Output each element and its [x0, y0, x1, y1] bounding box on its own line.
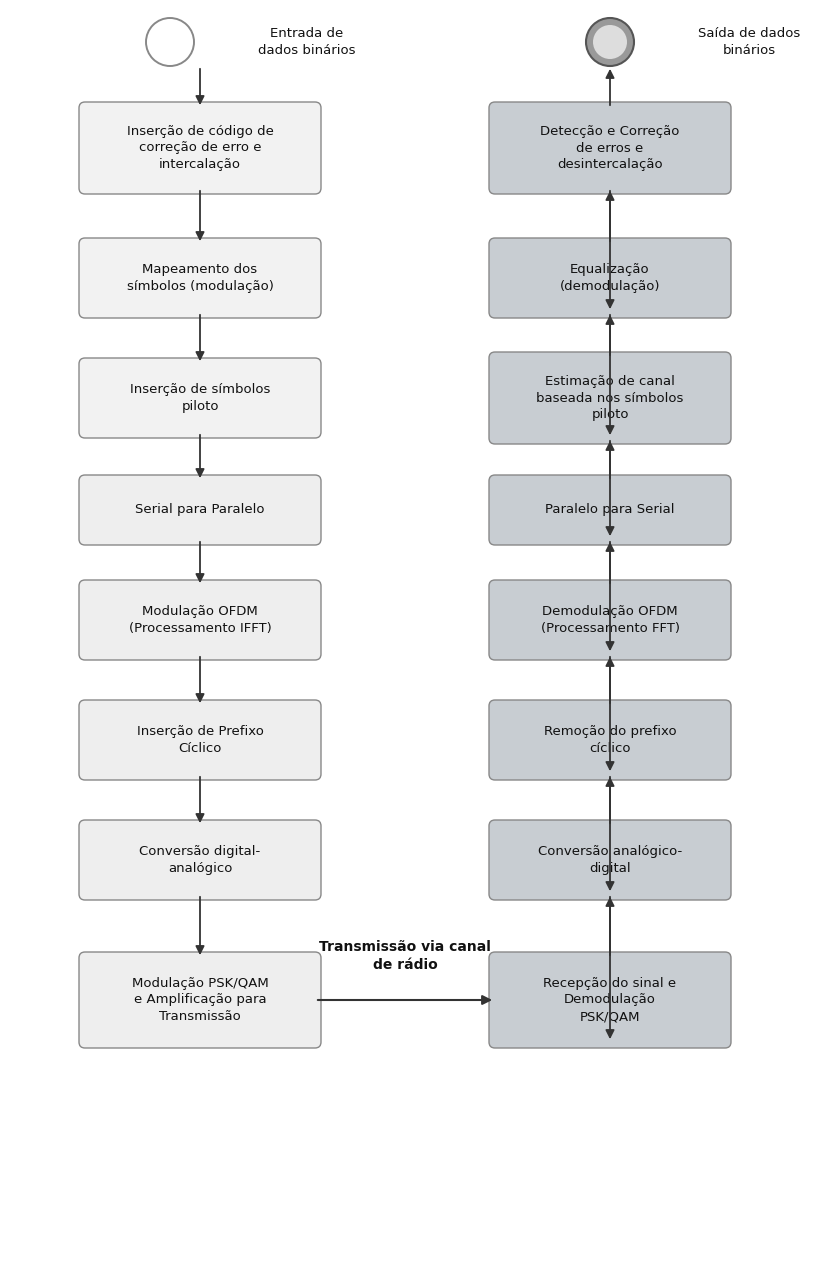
Circle shape — [586, 18, 634, 66]
FancyBboxPatch shape — [79, 102, 321, 194]
FancyBboxPatch shape — [489, 238, 731, 318]
FancyBboxPatch shape — [489, 102, 731, 194]
FancyBboxPatch shape — [79, 580, 321, 660]
Text: Saída de dados
binários: Saída de dados binários — [698, 28, 800, 57]
Text: Mapeamento dos
símbolos (modulação): Mapeamento dos símbolos (modulação) — [127, 264, 273, 293]
Text: Remoção do prefixo
cíclico: Remoção do prefixo cíclico — [544, 725, 676, 755]
Circle shape — [146, 18, 194, 66]
Text: Entrada de
dados binários: Entrada de dados binários — [258, 28, 355, 57]
FancyBboxPatch shape — [489, 820, 731, 900]
Text: Equalização
(demodulação): Equalização (demodulação) — [559, 264, 660, 293]
Text: Inserção de símbolos
piloto: Inserção de símbolos piloto — [130, 383, 270, 412]
FancyBboxPatch shape — [79, 475, 321, 545]
FancyBboxPatch shape — [79, 238, 321, 318]
FancyBboxPatch shape — [489, 475, 731, 545]
FancyBboxPatch shape — [489, 352, 731, 444]
Text: Serial para Paralelo: Serial para Paralelo — [135, 503, 265, 517]
FancyBboxPatch shape — [79, 820, 321, 900]
Text: Paralelo para Serial: Paralelo para Serial — [546, 503, 675, 517]
FancyBboxPatch shape — [489, 580, 731, 660]
FancyBboxPatch shape — [489, 700, 731, 781]
Text: Inserção de código de
correção de erro e
intercalação: Inserção de código de correção de erro e… — [127, 125, 273, 171]
Text: Modulação OFDM
(Processamento IFFT): Modulação OFDM (Processamento IFFT) — [128, 605, 272, 634]
Circle shape — [593, 25, 627, 59]
Text: Transmissão via canal
de rádio: Transmissão via canal de rádio — [319, 941, 491, 972]
Text: Demodulação OFDM
(Processamento FFT): Demodulação OFDM (Processamento FFT) — [541, 605, 680, 634]
Text: Conversão digital-
analógico: Conversão digital- analógico — [139, 845, 261, 875]
FancyBboxPatch shape — [79, 358, 321, 438]
Text: Modulação PSK/QAM
e Amplificação para
Transmissão: Modulação PSK/QAM e Amplificação para Tr… — [132, 977, 268, 1023]
Text: Inserção de Prefixo
Cíclico: Inserção de Prefixo Cíclico — [137, 725, 263, 755]
Text: Estimação de canal
baseada nos símbolos
piloto: Estimação de canal baseada nos símbolos … — [537, 375, 684, 421]
FancyBboxPatch shape — [79, 952, 321, 1048]
FancyBboxPatch shape — [79, 700, 321, 781]
Text: Recepção do sinal e
Demodulação
PSK/QAM: Recepção do sinal e Demodulação PSK/QAM — [543, 977, 676, 1023]
Text: Detecção e Correção
de erros e
desintercalação: Detecção e Correção de erros e desinterc… — [541, 125, 680, 171]
Text: Conversão analógico-
digital: Conversão analógico- digital — [538, 845, 682, 875]
FancyBboxPatch shape — [489, 952, 731, 1048]
